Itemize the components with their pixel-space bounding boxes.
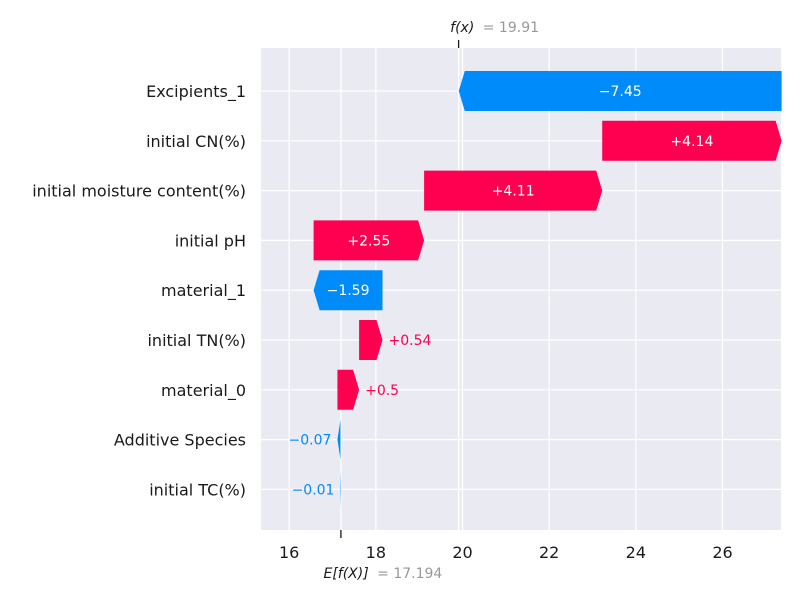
waterfall-bar	[458, 71, 782, 111]
contribution-value-label: +2.55	[347, 233, 390, 249]
output-label: f(x)	[450, 20, 474, 36]
feature-name-label: material_0	[161, 381, 246, 401]
output-value-annotation: f(x) = 19.91	[450, 20, 539, 36]
feature-name-label: initial TC(%)	[149, 480, 246, 499]
contribution-value-label: +4.14	[670, 134, 713, 150]
contribution-value-label: +0.5	[365, 383, 399, 399]
x-tick-label: 20	[452, 543, 472, 562]
base-value-annotation: E[f(X)] = 17.194	[323, 566, 442, 582]
waterfall-bar	[359, 320, 383, 360]
waterfall-bar	[337, 369, 360, 410]
output-value-text: = 19.91	[483, 20, 539, 36]
feature-name-label: initial pH	[175, 231, 246, 250]
x-tick-label: 18	[366, 543, 386, 562]
annotations: f(x) = 19.91 E[f(X)] = 17.194	[323, 20, 539, 582]
x-tick-label: 24	[626, 543, 646, 562]
feature-name-label: initial TN(%)	[147, 331, 246, 350]
x-tick-label: 26	[712, 543, 732, 562]
waterfall-bar	[313, 270, 383, 311]
base-value-text: = 17.194	[377, 566, 442, 582]
feature-name-label: Additive Species	[114, 431, 246, 450]
x-tick-label: 22	[539, 543, 559, 562]
bars: −7.45 +4.14 +4.11 +2.55 −1.59 +0.54 +0.5 −0.07 −…	[289, 71, 782, 510]
waterfall-bar	[424, 170, 603, 211]
waterfall-bar	[602, 120, 782, 161]
contribution-value-label: −0.01	[292, 482, 335, 498]
grid-lines	[261, 48, 781, 530]
waterfall-bar	[313, 220, 425, 261]
feature-name-label: material_1	[161, 281, 246, 301]
x-axis-ticks: 16 18 20 22 24 26	[279, 40, 733, 562]
contribution-value-label: −7.45	[599, 84, 642, 100]
feature-name-label: initial moisture content(%)	[32, 182, 246, 201]
feature-name-label: Excipients_1	[146, 82, 246, 102]
contribution-value-label: −0.07	[289, 433, 332, 449]
contribution-value-label: +0.54	[389, 333, 432, 349]
x-tick-label: 16	[279, 543, 299, 562]
feature-name-label: initial CN(%)	[146, 132, 246, 151]
contribution-value-label: −1.59	[327, 283, 370, 299]
base-label: E[f(X)]	[323, 566, 368, 582]
waterfall-bar	[337, 419, 341, 460]
contribution-value-label: +4.11	[492, 184, 535, 200]
